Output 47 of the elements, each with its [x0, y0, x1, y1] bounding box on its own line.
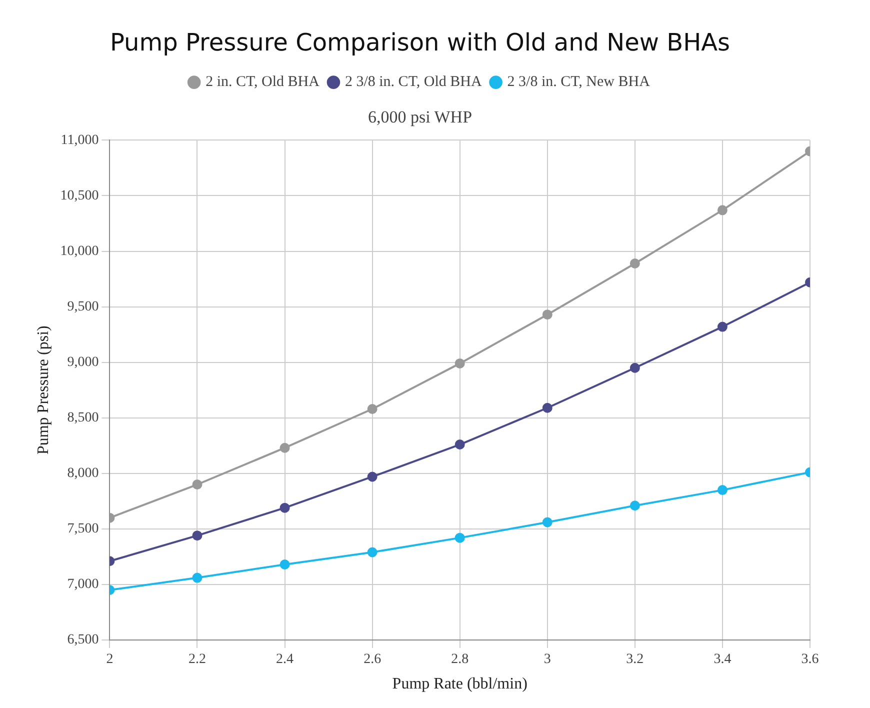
legend-label: 2 3/8 in. CT, New BHA — [507, 74, 650, 90]
legend-label: 2 3/8 in. CT, Old BHA — [344, 74, 482, 90]
point — [192, 480, 202, 490]
point — [717, 205, 728, 216]
point — [542, 517, 552, 528]
y-tick-label: 8,000 — [67, 466, 99, 482]
legend-label: 2 in. CT, Old BHA — [206, 74, 320, 90]
y-tick-label: 6,500 — [67, 632, 99, 648]
point — [454, 532, 465, 543]
x-tick-label: 2.4 — [276, 652, 294, 668]
y-tick-label: 7,500 — [67, 522, 99, 537]
point — [280, 502, 290, 513]
y-tick-label: 7,000 — [67, 577, 99, 592]
y-tick-label: 11,000 — [60, 132, 99, 148]
point — [454, 358, 465, 368]
point — [630, 500, 640, 511]
y-tick-label: 10,500 — [60, 188, 99, 204]
chart-subtitle: 6,000 psi WHP — [368, 107, 472, 126]
point — [542, 402, 552, 413]
chart-title: Pump Pressure Comparison with Old and New BHAs — [110, 28, 730, 57]
x-tick-label: 3.6 — [801, 652, 819, 668]
y-tick-label: 10,000 — [60, 244, 99, 259]
x-tick-label: 2.2 — [188, 652, 206, 668]
point — [717, 485, 728, 496]
point — [367, 547, 378, 558]
point — [630, 362, 640, 373]
point — [280, 559, 290, 570]
point — [542, 310, 552, 320]
x-tick-label: 2.8 — [451, 652, 469, 668]
point — [192, 530, 202, 541]
point — [717, 322, 728, 332]
point — [280, 442, 290, 453]
point — [454, 440, 465, 450]
y-tick-label: 9,000 — [67, 355, 99, 370]
point — [192, 572, 202, 583]
x-axis-title: Pump Rate (bbl/min) — [392, 676, 528, 693]
y-tick-label: 8,500 — [67, 410, 99, 426]
y-tick-label: 9,500 — [67, 299, 99, 314]
point — [367, 404, 378, 414]
y-axis-title: Pump Pressure (psi) — [34, 326, 52, 455]
point — [367, 472, 378, 482]
x-tick-label: 3 — [544, 652, 551, 668]
x-tick-label: 2 — [106, 652, 114, 668]
x-tick-label: 3.4 — [714, 652, 732, 668]
point — [630, 258, 640, 268]
x-tick-label: 3.2 — [626, 652, 644, 668]
x-tick-label: 2.6 — [364, 652, 382, 668]
